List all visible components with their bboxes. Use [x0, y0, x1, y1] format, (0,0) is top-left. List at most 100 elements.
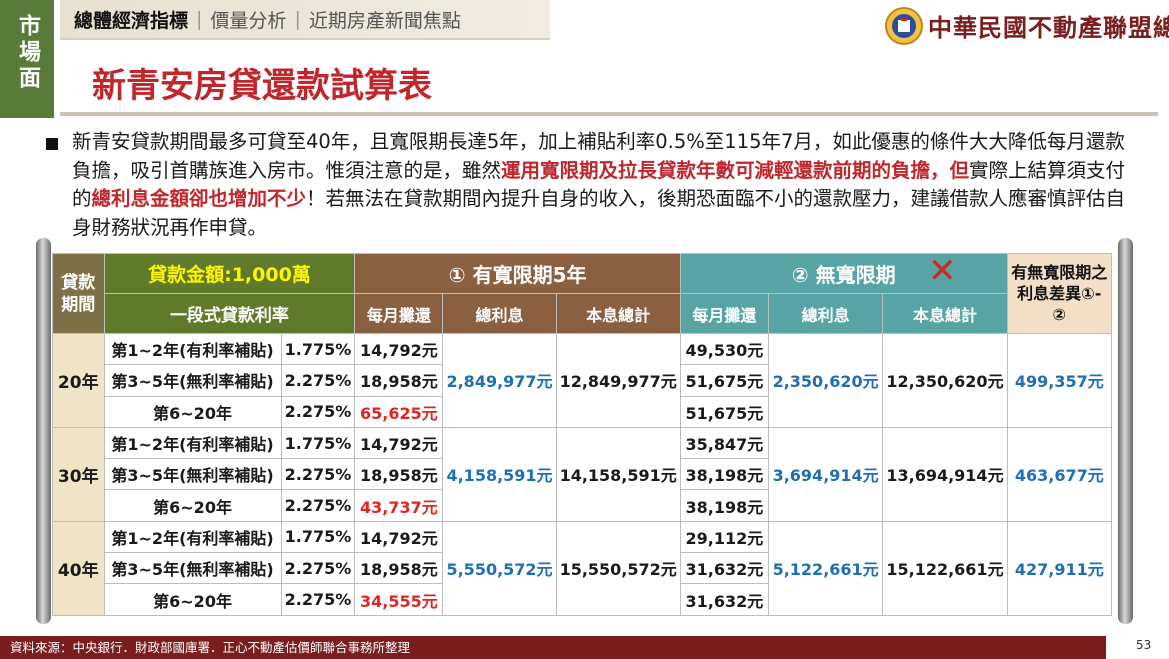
table-row: 第3~5年(無利率補貼) 2.275% 18,958元 38,198元 — [53, 458, 1112, 491]
nograce-monthly-cell: 51,675元 — [679, 364, 769, 397]
grace-interest-header: 總利息 — [442, 293, 557, 334]
term-cell: 30年 — [52, 426, 105, 522]
table-row: 40年 第1~2年(有利率補貼) 1.775% 14,792元 5,550,57… — [52, 520, 1113, 616]
grace-monthly-cell: 65,625元 — [354, 395, 444, 428]
nav-tab-price-volume[interactable]: 價量分析 — [210, 9, 287, 32]
grace-total-cell: 12,849,977元 — [555, 333, 681, 428]
diff-header: 有無寬限期之利息差異①-② — [1006, 253, 1113, 334]
nograce-monthly-cell: 31,632元 — [679, 583, 769, 616]
page-title: 新青安房貸還款試算表 — [92, 66, 432, 106]
rate-cell: 1.775% — [280, 520, 356, 554]
nograce-interest-cell: 5,122,661元 — [767, 520, 884, 616]
paragraph-text: 新青安貸款期間最多可貸至40年，且寬限期長達5年，加上補貼利率0.5%至115年… — [72, 130, 1125, 182]
period-cell: 第3~5年(無利率補貼) — [103, 552, 282, 585]
bullet-icon — [46, 138, 58, 150]
grace-total-header: 本息總計 — [555, 293, 681, 334]
section-tab-label: 市場面 — [15, 14, 40, 92]
nograce-monthly-cell: 38,198元 — [679, 489, 769, 522]
table-row: 第6~20年 2.275% 65,625元 51,675元 — [53, 395, 1112, 428]
nograce-monthly-cell: 35,847元 — [679, 426, 769, 460]
nograce-total-cell: 15,122,661元 — [882, 520, 1008, 616]
nograce-monthly-header: 每月攤還 — [679, 293, 769, 334]
period-cell: 第1~2年(有利率補貼) — [103, 332, 282, 366]
nograce-interest-cell: 2,350,620元 — [767, 333, 884, 428]
rate-cell: 2.275% — [280, 552, 356, 585]
paragraph-text: 實際上結算須支付的 — [72, 158, 1126, 211]
nograce-total-header: 本息總計 — [882, 293, 1008, 334]
grace-header: ① 有寬限期5年 — [354, 253, 681, 294]
org-logo-icon — [885, 7, 923, 45]
scroll-right-decoration — [1118, 238, 1133, 624]
table-row: 30年 第1~2年(有利率補貼) 1.775% 14,792元 4,158,59… — [52, 426, 1113, 522]
nograce-monthly-cell: 38,198元 — [679, 458, 769, 491]
section-tab[interactable]: 市場面 — [0, 0, 54, 118]
cross-mark-icon: ✕ — [928, 251, 957, 291]
diff-header-label: 有無寬限期之利息差異①-② — [1011, 263, 1108, 324]
grace-monthly-cell: 14,792元 — [354, 332, 444, 366]
nograce-interest-header: 總利息 — [767, 293, 884, 334]
grace-total-cell: 14,158,591元 — [555, 426, 681, 522]
grace-monthly-cell: 34,555元 — [354, 583, 444, 616]
paragraph-text: ！若無法在貸款期間內提升自身的收入，後期恐面臨不小的還款壓力，建議借款人應審慎評… — [72, 187, 1126, 239]
top-nav: 總體經濟指標 | 價量分析 | 近期房產新聞焦點 — [60, 0, 550, 40]
grace-interest-cell: 4,158,591元 — [442, 426, 557, 522]
period-cell: 第6~20年 — [103, 489, 282, 522]
nograce-monthly-cell: 51,675元 — [679, 395, 769, 428]
nograce-interest-cell: 3,694,914元 — [767, 426, 884, 522]
org-name: 中華民國不動產聯盟總會 — [928, 13, 1169, 42]
diff-cell: 427,911元 — [1006, 520, 1113, 616]
diff-cell: 463,677元 — [1006, 426, 1113, 522]
grace-monthly-cell: 18,958元 — [354, 458, 444, 491]
rate-cell: 2.275% — [280, 489, 356, 522]
grace-monthly-header: 每月攤還 — [354, 293, 444, 334]
grace-monthly-cell: 14,792元 — [354, 426, 444, 460]
table-row: 第6~20年 2.275% 34,555元 31,632元 — [53, 583, 1112, 616]
paragraph-highlight: 總利息金額卻也增加不少 — [91, 187, 307, 210]
grace-interest-cell: 5,550,572元 — [442, 520, 557, 616]
grace-monthly-cell: 14,792元 — [354, 520, 444, 554]
nograce-monthly-cell: 31,632元 — [679, 552, 769, 585]
period-cell: 第6~20年 — [103, 395, 282, 428]
table-row: 20年 第1~2年(有利率補貼) 1.775% 14,792元 2,849,97… — [52, 332, 1113, 428]
nav-tab-macro-indicators[interactable]: 總體經濟指標 — [74, 9, 189, 32]
term-header-label: 貸款期間 — [61, 272, 96, 315]
grace-total-cell: 15,550,572元 — [555, 520, 681, 616]
term-header: 貸款期間 — [52, 253, 105, 334]
period-cell: 第3~5年(無利率補貼) — [103, 364, 282, 397]
diff-cell: 499,357元 — [1006, 333, 1113, 428]
nograce-monthly-cell: 29,112元 — [679, 520, 769, 554]
paragraph-highlight: 運用寬限期及拉長貸款年數可減輕還款前期的負擔，但 — [501, 158, 970, 182]
page-number: 53 — [1136, 638, 1152, 652]
nograce-total-cell: 13,694,914元 — [882, 426, 1008, 522]
term-cell: 20年 — [52, 333, 105, 428]
period-cell: 第3~5年(無利率補貼) — [103, 458, 282, 491]
rate-cell: 2.275% — [280, 458, 356, 491]
rate-cell: 1.775% — [280, 426, 356, 460]
table-row: 第3~5年(無利率補貼) 2.275% 18,958元 31,632元 — [53, 552, 1112, 585]
nograce-total-cell: 12,350,620元 — [882, 333, 1008, 428]
nav-tab-news[interactable]: 近期房產新聞焦點 — [308, 9, 461, 32]
rate-cell: 2.275% — [280, 583, 356, 616]
period-cell: 第6~20年 — [103, 583, 282, 616]
rate-cell: 2.275% — [280, 364, 356, 397]
grace-monthly-cell: 43,737元 — [354, 489, 444, 522]
scroll-left-decoration — [36, 238, 51, 624]
source-footer: 資料來源：中央銀行．財政部國庫署．正心不動產估價師聯合事務所整理 — [0, 636, 1106, 659]
term-cell: 40年 — [52, 520, 105, 616]
rate-header: 一段式貸款利率 — [103, 293, 356, 334]
loan-table: 貸款期間 貸款金額:1,000萬 ① 有寬限期5年 ② 無寬限期 有無寬限期之利… — [52, 253, 1113, 616]
amount-header: 貸款金額:1,000萬 — [103, 253, 356, 294]
nav-divider: | — [294, 8, 301, 30]
period-cell: 第1~2年(有利率補貼) — [103, 426, 282, 460]
table-row: 第3~5年(無利率補貼) 2.275% 18,958元 51,675元 — [53, 364, 1112, 397]
nograce-header: ② 無寬限期 — [679, 253, 1008, 294]
nav-divider: | — [196, 8, 203, 30]
title-divider — [60, 112, 1158, 116]
nograce-monthly-cell: 49,530元 — [679, 332, 769, 366]
grace-monthly-cell: 18,958元 — [354, 364, 444, 397]
period-cell: 第1~2年(有利率補貼) — [103, 520, 282, 554]
grace-monthly-cell: 18,958元 — [354, 552, 444, 585]
intro-paragraph: 新青安貸款期間最多可貸至40年，且寬限期長達5年，加上補貼利率0.5%至115年… — [72, 128, 1132, 242]
grace-interest-cell: 2,849,977元 — [442, 333, 557, 428]
rate-cell: 1.775% — [280, 332, 356, 366]
